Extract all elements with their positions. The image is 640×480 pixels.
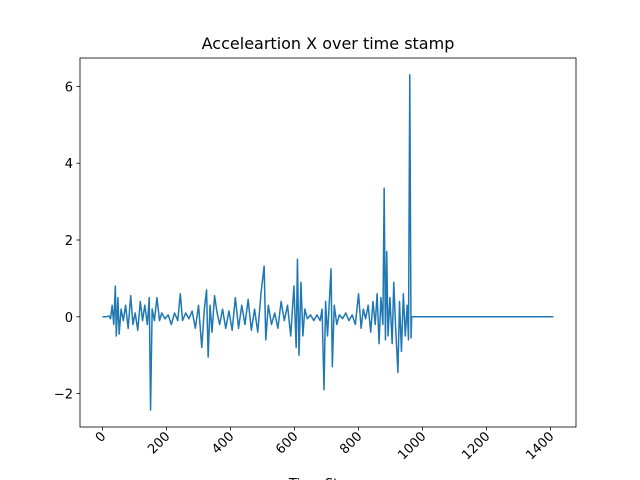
y-tick-label: 0	[65, 311, 73, 326]
chart-title: Acceleartion X over time stamp	[202, 34, 455, 53]
y-tick-label: −2	[54, 388, 73, 403]
y-tick-label: 6	[65, 80, 73, 95]
plot-frame	[79, 57, 577, 428]
data-line	[102, 74, 554, 411]
x-axis-label: Time Stamp	[288, 477, 367, 480]
y-tick-label: 4	[65, 157, 73, 172]
y-tick-label: 2	[65, 234, 73, 249]
